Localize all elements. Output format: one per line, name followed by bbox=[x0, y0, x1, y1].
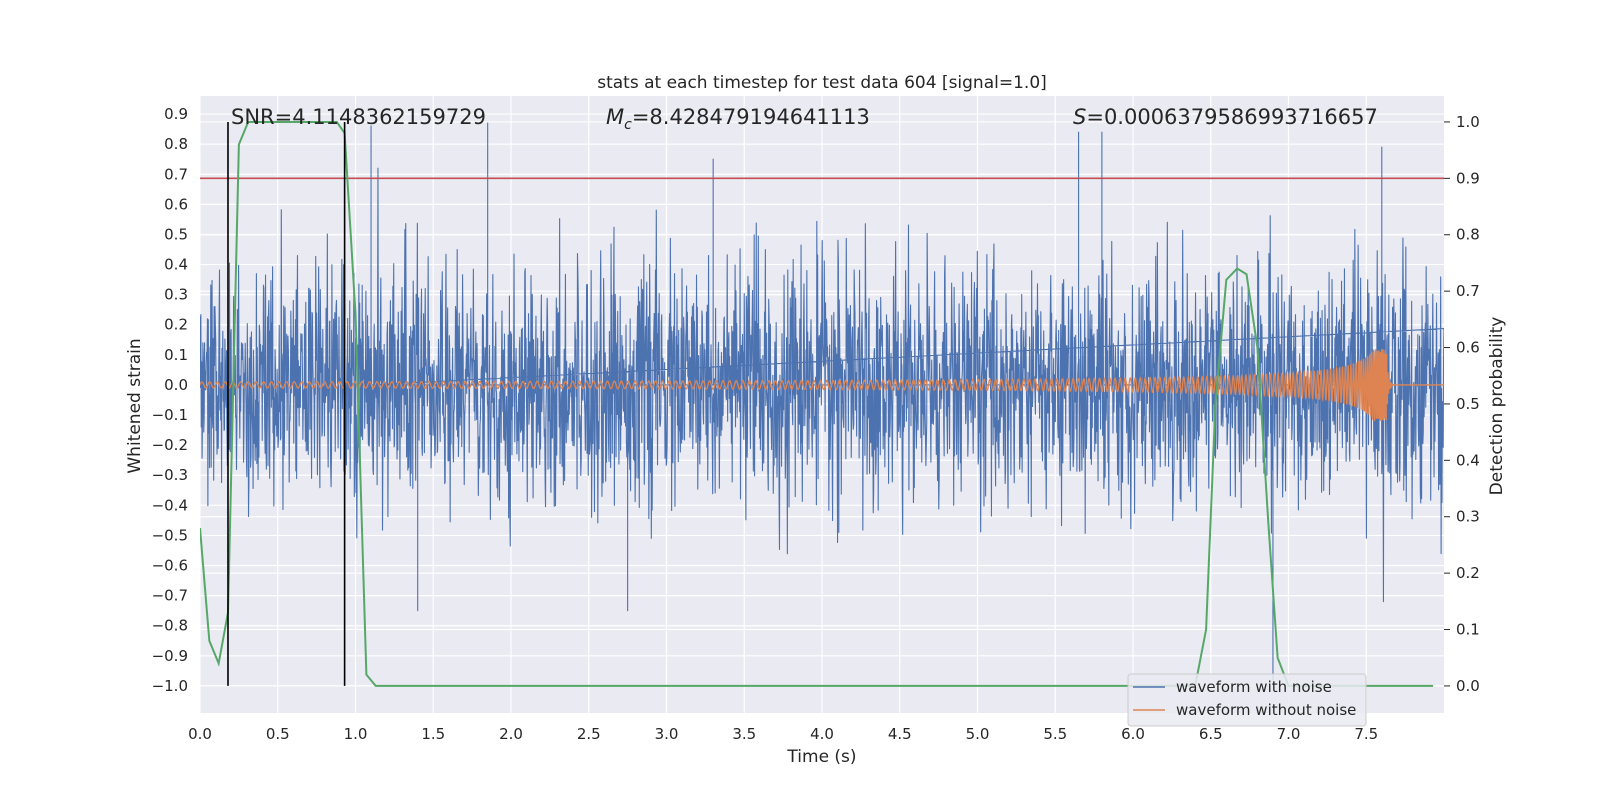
chart-title: stats at each timestep for test data 604… bbox=[597, 73, 1047, 93]
y-left-tick-label: −0.6 bbox=[152, 557, 188, 575]
plot-content bbox=[200, 120, 1444, 687]
waveform-without-noise-line bbox=[200, 349, 1444, 422]
y-left-tick-label: 0.8 bbox=[164, 135, 188, 153]
mc-symbol: M bbox=[606, 105, 624, 129]
x-tick-label: 2.0 bbox=[499, 725, 523, 743]
y-left-axis-ticks: 0.9 0.8 0.7 0.6 0.5 0.4 0.3 0.2 0.1 0.0 −0.1 −0.2 −0… bbox=[152, 105, 188, 695]
y-right-axis-label: Detection probability bbox=[1487, 317, 1507, 496]
y-left-tick-label: −0.4 bbox=[152, 496, 188, 514]
y-left-tick-label: 0.3 bbox=[164, 286, 188, 304]
x-tick-label: 5.5 bbox=[1043, 725, 1067, 743]
y-right-tick-label: 0.2 bbox=[1456, 564, 1480, 582]
y-left-tick-label: 0.2 bbox=[164, 316, 188, 334]
x-tick-label: 2.5 bbox=[577, 725, 601, 743]
y-right-tick-label: 0.8 bbox=[1456, 226, 1480, 244]
y-right-tick-label: 0.4 bbox=[1456, 451, 1480, 469]
y-left-tick-label: −0.9 bbox=[152, 647, 188, 665]
y-right-tick-label: 0.3 bbox=[1456, 508, 1480, 526]
x-tick-label: 7.0 bbox=[1277, 725, 1301, 743]
legend-label-noise: waveform with noise bbox=[1176, 678, 1332, 696]
y-left-tick-label: 0.9 bbox=[164, 105, 188, 123]
x-tick-label: 0.0 bbox=[188, 725, 212, 743]
y-right-tick-label: 0.7 bbox=[1456, 282, 1480, 300]
y-right-tick-label: 0.0 bbox=[1456, 677, 1480, 695]
y-left-tick-label: −0.5 bbox=[152, 526, 188, 544]
x-tick-label: 1.0 bbox=[344, 725, 368, 743]
snr-annotation: SNR=4.1148362159729 bbox=[231, 105, 486, 129]
y-left-tick-label: 0.7 bbox=[164, 165, 188, 183]
chirp-mass-annotation: Mc=8.428479194641113 bbox=[606, 105, 870, 133]
y-left-tick-label: −0.8 bbox=[152, 617, 188, 635]
waveform-with-noise-line bbox=[200, 122, 1444, 681]
y-right-tick-label: 0.1 bbox=[1456, 621, 1480, 639]
y-left-tick-label: −0.1 bbox=[152, 406, 188, 424]
legend-label-clean: waveform without noise bbox=[1176, 701, 1356, 719]
y-left-tick-label: −0.3 bbox=[152, 466, 188, 484]
x-tick-label: 0.5 bbox=[266, 725, 290, 743]
s-symbol: S bbox=[1073, 105, 1086, 129]
x-axis-ticks: 0.0 0.5 1.0 1.5 2.0 2.5 3.0 3.5 4.0 4.5 5.0 5.5 6.0 6… bbox=[188, 725, 1378, 743]
s-value: =0.0006379586993716657 bbox=[1086, 105, 1378, 129]
legend-box bbox=[1127, 673, 1367, 727]
s-annotation: S=0.0006379586993716657 bbox=[1073, 105, 1378, 129]
x-axis-label: Time (s) bbox=[786, 747, 856, 767]
y-left-axis-label: Whitened strain bbox=[125, 338, 145, 473]
y-left-tick-label: −0.7 bbox=[152, 587, 188, 605]
y-left-tick-label: 0.0 bbox=[164, 376, 188, 394]
x-tick-label: 7.5 bbox=[1354, 725, 1378, 743]
y-right-axis-ticks: 1.0 0.9 0.8 0.7 0.6 0.5 0.4 0.3 0.2 0.1 0.0 bbox=[1444, 113, 1480, 695]
y-right-tick-label: 0.6 bbox=[1456, 339, 1480, 357]
y-left-tick-label: 0.1 bbox=[164, 346, 188, 364]
y-left-tick-label: 0.6 bbox=[164, 195, 188, 213]
y-left-tick-label: 0.5 bbox=[164, 225, 188, 243]
y-right-tick-label: 0.5 bbox=[1456, 395, 1480, 413]
x-tick-label: 5.0 bbox=[966, 725, 990, 743]
mc-subscript: c bbox=[624, 117, 632, 133]
detection-probability-line bbox=[200, 120, 1434, 687]
x-tick-label: 6.5 bbox=[1199, 725, 1223, 743]
x-tick-label: 6.0 bbox=[1121, 725, 1145, 743]
x-tick-label: 4.0 bbox=[810, 725, 834, 743]
y-right-tick-label: 0.9 bbox=[1456, 169, 1480, 187]
y-right-tick-label: 1.0 bbox=[1456, 113, 1480, 131]
legend: waveform with noise waveform without noi… bbox=[1127, 673, 1367, 727]
y-left-tick-label: −1.0 bbox=[152, 677, 188, 695]
mc-value: =8.428479194641113 bbox=[632, 105, 870, 129]
x-tick-label: 3.5 bbox=[732, 725, 756, 743]
y-left-tick-label: 0.4 bbox=[164, 256, 188, 274]
x-tick-label: 1.5 bbox=[421, 725, 445, 743]
x-tick-label: 3.0 bbox=[655, 725, 679, 743]
y-left-tick-label: −0.2 bbox=[152, 436, 188, 454]
x-tick-label: 4.5 bbox=[888, 725, 912, 743]
